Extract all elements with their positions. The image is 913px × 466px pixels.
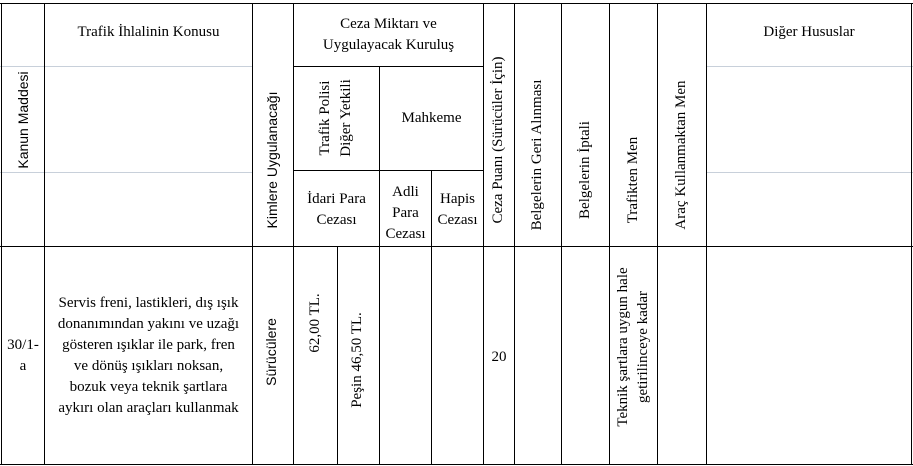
header-trafikten-men: Trafikten Men — [625, 136, 641, 224]
row-ceza-puani: 20 — [491, 348, 507, 365]
header-kanun-maddesi: Kanun Maddesi — [15, 71, 31, 169]
row-kimlere: Sürücülere — [263, 318, 279, 386]
header-hapis-cezasi: Hapis Cezası — [437, 191, 478, 228]
header-diger-yetkili: Diğer Yetkili — [338, 79, 354, 157]
header-kimlere: Kimlere Uygulanacağı — [264, 91, 280, 229]
row-idari-ceza-tutar: 62,00 TL. — [307, 293, 323, 353]
header-trafik-polisi: Trafik Polisi — [317, 80, 333, 156]
row-trafikten-men-line2: getirilinceye kadar — [635, 290, 651, 404]
header-belge-iptal: Belgelerin İptali — [577, 121, 593, 219]
header-mahkeme: Mahkeme — [401, 110, 462, 126]
row-pesin-ceza-tutar: Peşin 46,50 TL. — [349, 312, 365, 408]
header-ihlal-konusu: Trafik İhlalinin Konusu — [77, 24, 220, 40]
header-idari-para-cezasi: İdari Para Cezası — [307, 191, 366, 228]
header-diger-hususlar: Diğer Hususlar — [763, 24, 855, 40]
row-ihlal-konusu: Servis freni, lastikleri, dış ışık donan… — [57, 294, 240, 416]
header-belge-geri: Belgelerin Geri Alınması — [529, 79, 545, 231]
row-kanun-maddesi: 30/1-a — [7, 337, 39, 374]
header-ceza-miktari: Ceza Miktarı ve Uygulayacak Kuruluş — [322, 16, 455, 53]
header-adli-para-cezasi: Adli Para Cezası — [385, 183, 426, 242]
row-trafikten-men-line1: Teknik şartlara uygun hale — [615, 267, 631, 427]
header-ceza-puani: Ceza Puanı (Sürücüler İçin) — [490, 56, 506, 224]
header-arac-men: Araç Kullanmaktan Men — [673, 80, 689, 230]
